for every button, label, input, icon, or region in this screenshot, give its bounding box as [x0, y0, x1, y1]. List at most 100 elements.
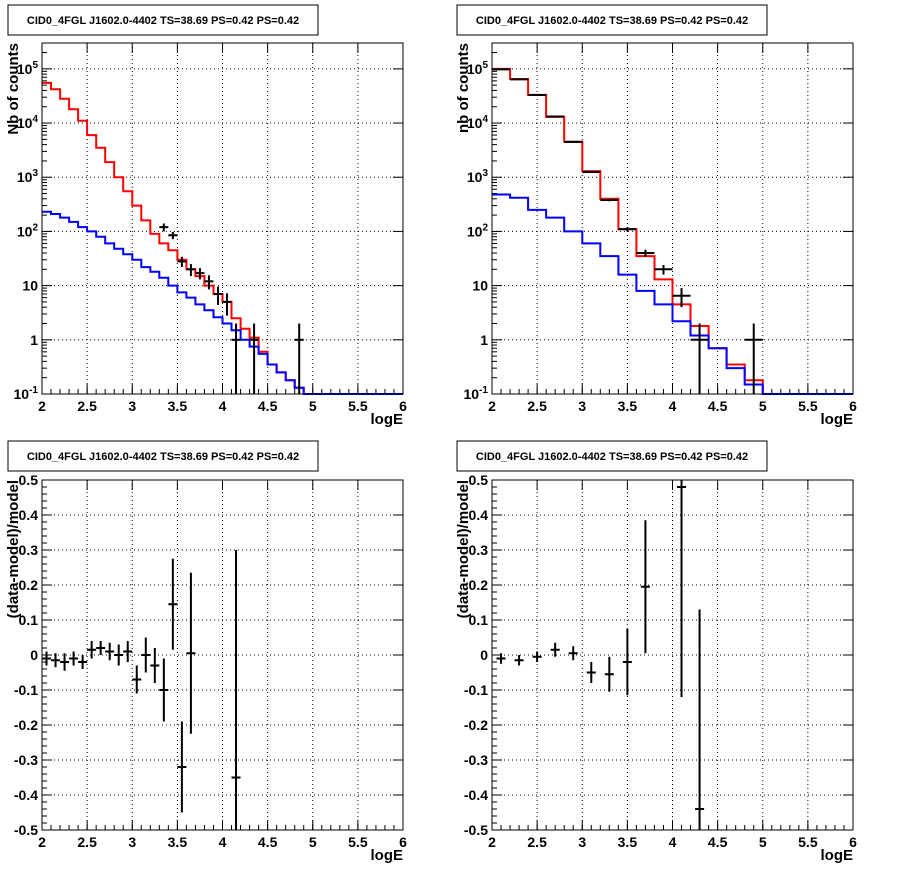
x-tick-label: 6	[399, 398, 407, 414]
chart-title: CID0_4FGL J1602.0-4402 TS=38.69 PS=0.42 …	[476, 15, 748, 27]
y-tick-label: 0.4	[469, 507, 489, 523]
y-tick-label: 0.4	[19, 507, 39, 523]
x-tick-label: 4	[219, 398, 227, 414]
y-axis-label: (data-model)/model	[455, 480, 472, 618]
plot-frame	[41, 42, 404, 395]
title-box	[456, 440, 768, 472]
series-step-line-1	[42, 210, 403, 395]
data-point	[510, 78, 529, 81]
series-step-line-0	[492, 67, 853, 395]
y-tick-label: 0.5	[19, 472, 39, 488]
y-tick-label: 0.5	[469, 472, 489, 488]
y-tick-label: 0	[30, 647, 38, 663]
y-tick-label: 0.2	[19, 577, 39, 593]
data-point	[132, 665, 142, 694]
data-point	[654, 265, 673, 275]
y-tick-label: 102	[17, 222, 39, 239]
x-tick-label: 4	[669, 834, 677, 850]
x-tick-label: 2	[38, 834, 46, 850]
data-point	[42, 651, 52, 666]
y-tick-label: -0.3	[464, 752, 488, 768]
x-tick-label: 6	[849, 398, 857, 414]
data-point	[532, 651, 542, 662]
x-tick-label: 5.5	[348, 398, 368, 414]
panel-residual-right: CID0_4FGL J1602.0-4402 TS=38.69 PS=0.42 …	[455, 440, 857, 864]
data-point	[186, 264, 196, 277]
y-tick-label: 10-1	[14, 385, 39, 402]
y-axis-label: nb of counts	[455, 43, 472, 133]
data-point	[294, 323, 304, 394]
data-point	[690, 323, 709, 394]
x-tick-label: 3	[578, 834, 586, 850]
x-tick-label: 3.5	[168, 834, 188, 850]
x-tick-label: 2.5	[77, 834, 97, 850]
y-tick-label: 0	[480, 647, 488, 663]
y-tick-label: 1	[480, 332, 488, 348]
x-tick-label: 3	[128, 834, 136, 850]
data-point	[195, 268, 205, 280]
data-point	[231, 550, 241, 830]
title-box	[7, 4, 319, 36]
title-box	[7, 440, 319, 472]
data-point	[177, 256, 187, 268]
data-point	[186, 572, 196, 734]
x-tick-label: 2.5	[527, 834, 547, 850]
y-tick-label: 0.3	[469, 542, 489, 558]
data-point	[514, 655, 524, 666]
data-point	[568, 646, 578, 661]
data-point	[123, 641, 133, 662]
y-tick-label: -0.2	[464, 717, 488, 733]
y-tick-label: -0.2	[14, 717, 38, 733]
y-tick-label: 0.2	[469, 577, 489, 593]
plot-frame	[41, 479, 404, 831]
data-point	[528, 93, 547, 96]
series-step-line-1	[492, 193, 853, 395]
panel-residual-left: CID0_4FGL J1602.0-4402 TS=38.69 PS=0.42 …	[5, 440, 407, 864]
chart-title: CID0_4FGL J1602.0-4402 TS=38.69 PS=0.42 …	[27, 451, 299, 463]
x-tick-label: 4.5	[708, 398, 728, 414]
title-box	[456, 4, 768, 36]
x-axis-label: logE	[371, 847, 404, 864]
y-tick-label: 1	[30, 332, 38, 348]
y-axis-label: Nb of counts	[5, 43, 22, 135]
x-tick-label: 3	[578, 398, 586, 414]
y-tick-label: 105	[467, 60, 489, 77]
y-tick-label: -0.4	[464, 787, 488, 803]
data-point	[51, 653, 61, 668]
y-tick-label: 10-1	[464, 385, 489, 402]
y-tick-label: -0.4	[14, 787, 38, 803]
x-tick-label: 2	[38, 398, 46, 414]
x-tick-label: 6	[849, 834, 857, 850]
data-point	[150, 648, 160, 683]
data-point	[231, 323, 241, 394]
data-point	[222, 293, 232, 316]
y-tick-label: -0.3	[14, 752, 38, 768]
x-tick-label: 5.5	[798, 834, 818, 850]
data-point	[159, 223, 169, 232]
data-point	[168, 231, 178, 240]
x-axis-label: logE	[371, 411, 404, 428]
data-point	[69, 651, 79, 666]
y-tick-label: 0.1	[469, 612, 489, 628]
x-tick-label: 3.5	[168, 398, 188, 414]
data-point	[87, 641, 97, 659]
chart-title: CID0_4FGL J1602.0-4402 TS=38.69 PS=0.42 …	[476, 451, 748, 463]
x-tick-label: 6	[399, 834, 407, 850]
x-tick-label: 4.5	[258, 834, 278, 850]
y-tick-label: 10	[22, 278, 38, 294]
y-tick-label: 0.1	[19, 612, 39, 628]
y-tick-label: 104	[467, 114, 489, 131]
data-point	[213, 286, 223, 305]
y-tick-label: -0.1	[14, 682, 38, 698]
data-point	[672, 288, 691, 308]
x-axis-label: logE	[821, 847, 854, 864]
x-tick-label: 2.5	[527, 398, 547, 414]
y-axis-label: (data-model)/model	[5, 480, 22, 618]
data-point	[78, 655, 88, 669]
plot-frame	[491, 42, 854, 395]
x-tick-label: 4	[219, 834, 227, 850]
data-point	[695, 609, 705, 830]
data-point	[496, 653, 506, 664]
x-tick-label: 5	[759, 834, 767, 850]
